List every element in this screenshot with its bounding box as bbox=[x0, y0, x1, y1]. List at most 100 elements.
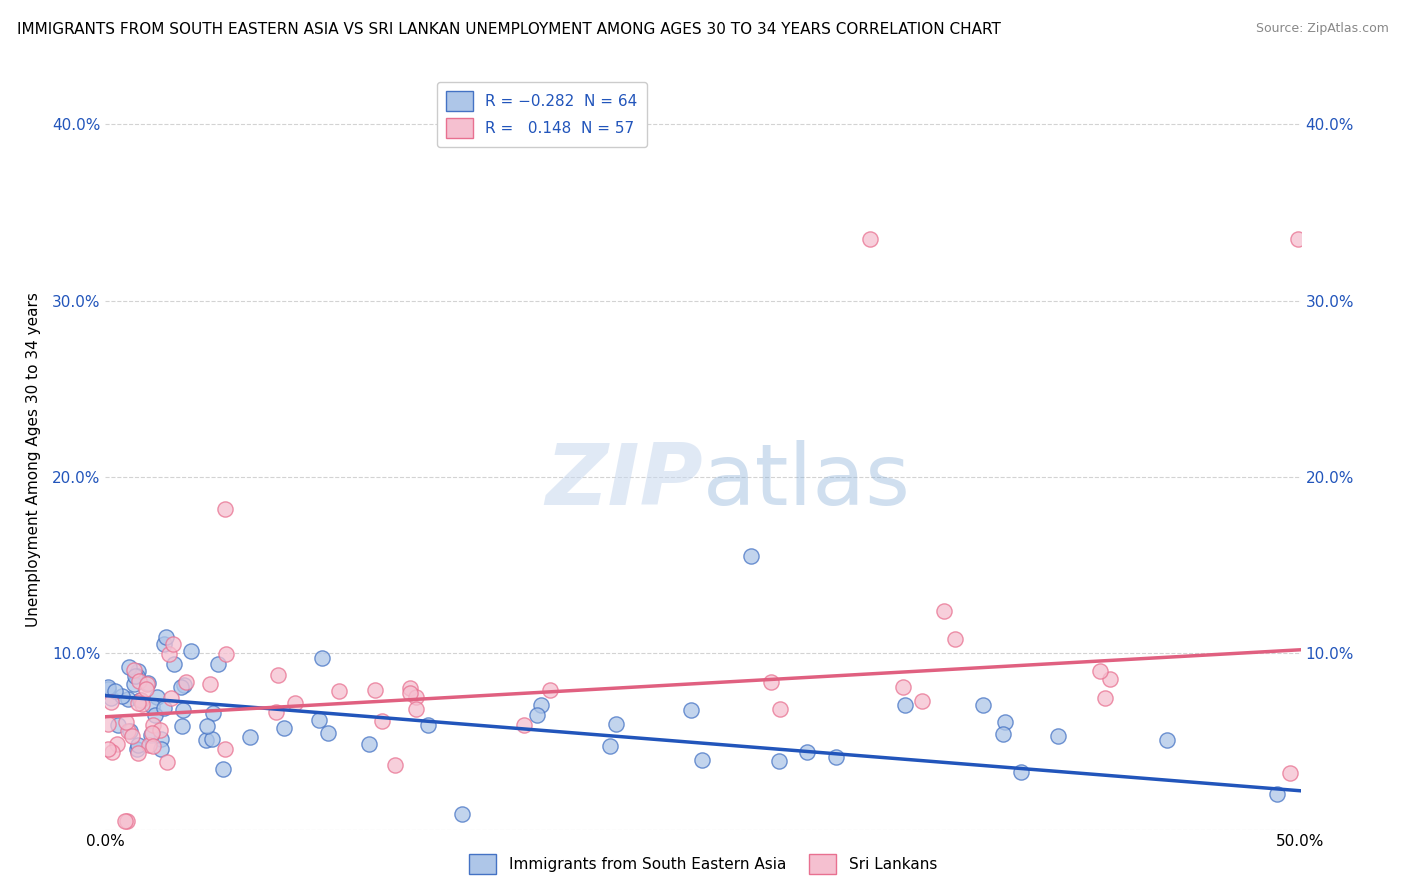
Point bbox=[202, 706, 225, 720]
Point bbox=[153, 701, 176, 715]
Point bbox=[127, 741, 149, 756]
Point bbox=[267, 667, 290, 681]
Point bbox=[118, 660, 141, 674]
Point bbox=[162, 638, 184, 652]
Point bbox=[212, 763, 235, 777]
Point bbox=[111, 689, 134, 703]
Y-axis label: Unemployment Among Ages 30 to 34 years: Unemployment Among Ages 30 to 34 years bbox=[25, 292, 41, 627]
Point bbox=[131, 698, 153, 712]
Point bbox=[308, 713, 330, 727]
Text: IMMIGRANTS FROM SOUTH EASTERN ASIA VS SRI LANKAN UNEMPLOYMENT AMONG AGES 30 TO 3: IMMIGRANTS FROM SOUTH EASTERN ASIA VS SR… bbox=[17, 22, 1001, 37]
Point bbox=[215, 647, 238, 661]
Point bbox=[910, 694, 932, 708]
Point bbox=[139, 728, 162, 742]
Point bbox=[451, 806, 474, 821]
Point bbox=[538, 682, 561, 697]
Point bbox=[117, 723, 139, 738]
Point bbox=[284, 696, 307, 710]
Point bbox=[530, 698, 553, 712]
Point bbox=[141, 698, 163, 713]
Point bbox=[118, 724, 141, 739]
Point bbox=[145, 690, 167, 705]
Point bbox=[526, 708, 548, 723]
Point bbox=[97, 681, 120, 696]
Point bbox=[207, 657, 229, 672]
Point bbox=[127, 746, 149, 760]
Point bbox=[972, 698, 994, 713]
Point bbox=[239, 730, 262, 744]
Point bbox=[1265, 787, 1288, 801]
Text: Source: ZipAtlas.com: Source: ZipAtlas.com bbox=[1256, 22, 1389, 36]
Point bbox=[370, 714, 392, 728]
Point bbox=[156, 756, 179, 770]
Point bbox=[149, 723, 172, 738]
Point bbox=[127, 664, 149, 678]
Point bbox=[143, 707, 166, 722]
Point bbox=[357, 738, 380, 752]
Point bbox=[384, 758, 406, 772]
Point bbox=[740, 549, 762, 564]
Point bbox=[104, 684, 127, 698]
Point bbox=[273, 721, 295, 735]
Point bbox=[405, 690, 427, 704]
Point bbox=[399, 686, 422, 700]
Point bbox=[170, 719, 193, 733]
Point bbox=[993, 726, 1015, 740]
Point bbox=[328, 684, 350, 698]
Point bbox=[115, 814, 138, 828]
Point bbox=[129, 692, 152, 706]
Point bbox=[198, 677, 221, 691]
Point bbox=[214, 501, 236, 516]
Legend: Immigrants from South Eastern Asia, Sri Lankans: Immigrants from South Eastern Asia, Sri … bbox=[463, 848, 943, 880]
Point bbox=[142, 739, 165, 753]
Point bbox=[180, 644, 202, 658]
Point bbox=[201, 731, 224, 746]
Point bbox=[1156, 732, 1178, 747]
Point bbox=[932, 604, 955, 618]
Point bbox=[97, 742, 120, 756]
Point bbox=[114, 814, 136, 828]
Point bbox=[97, 717, 120, 731]
Point bbox=[128, 674, 150, 689]
Point bbox=[115, 714, 138, 729]
Point bbox=[943, 632, 966, 647]
Point bbox=[859, 232, 882, 246]
Point bbox=[416, 718, 439, 732]
Point bbox=[107, 717, 129, 731]
Point bbox=[136, 677, 159, 691]
Point bbox=[138, 738, 160, 752]
Point bbox=[135, 681, 157, 696]
Point bbox=[994, 714, 1017, 729]
Point bbox=[117, 692, 139, 706]
Point bbox=[155, 630, 177, 644]
Point bbox=[100, 695, 122, 709]
Point bbox=[100, 745, 122, 759]
Point bbox=[513, 718, 536, 732]
Point bbox=[169, 680, 191, 694]
Point bbox=[311, 650, 333, 665]
Point bbox=[163, 657, 186, 671]
Point bbox=[173, 678, 195, 692]
Point bbox=[172, 703, 194, 717]
Point bbox=[122, 663, 145, 677]
Point bbox=[149, 742, 172, 756]
Point bbox=[127, 739, 149, 753]
Point bbox=[150, 732, 173, 747]
Point bbox=[141, 718, 163, 732]
Point bbox=[121, 729, 143, 743]
Point bbox=[761, 675, 783, 690]
Point bbox=[127, 696, 149, 710]
Point bbox=[194, 733, 217, 747]
Point bbox=[399, 681, 422, 696]
Point bbox=[1099, 672, 1122, 686]
Point bbox=[318, 726, 340, 740]
Point bbox=[176, 675, 198, 690]
Point bbox=[796, 745, 818, 759]
Point bbox=[105, 737, 128, 751]
Point bbox=[100, 691, 122, 706]
Point bbox=[214, 742, 236, 756]
Point bbox=[1010, 764, 1032, 779]
Point bbox=[157, 647, 180, 661]
Point bbox=[153, 637, 176, 651]
Text: ZIP: ZIP bbox=[546, 440, 703, 523]
